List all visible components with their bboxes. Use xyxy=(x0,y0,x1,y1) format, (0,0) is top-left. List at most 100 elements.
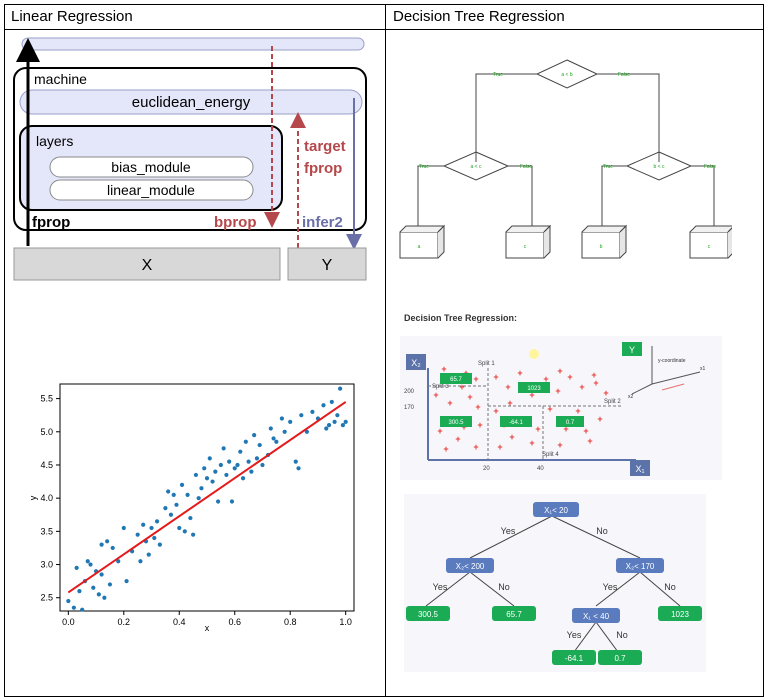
scatter-point xyxy=(326,423,332,428)
x1-axis-badge xyxy=(630,460,650,476)
scatter-point xyxy=(321,403,326,408)
scatter-point xyxy=(71,605,76,610)
scatter-point xyxy=(232,466,237,471)
y-tick-label: 5.0 xyxy=(40,427,53,437)
euclidean-energy-module xyxy=(19,89,363,115)
scatter-point xyxy=(152,535,157,541)
scatter-point xyxy=(282,429,287,434)
x2-axis-badge xyxy=(406,354,426,370)
tree-leaf-label: 1023 xyxy=(671,610,689,619)
flowchart-edge xyxy=(475,73,537,162)
header-decision-tree-regression: Decision Tree Regression xyxy=(393,8,565,25)
y-axis-label: y xyxy=(28,495,38,500)
scatter-point xyxy=(105,539,110,544)
false-label: False xyxy=(618,72,630,78)
scatter-point xyxy=(227,459,232,464)
tree-leaf xyxy=(658,606,702,621)
x-tick-label: 1.0 xyxy=(339,617,352,627)
tree-edge xyxy=(573,621,597,653)
scatter-point xyxy=(157,542,162,547)
data-marker: + xyxy=(507,398,512,408)
x-tick-label: 0.2 xyxy=(118,617,131,627)
fprop-label: fprop xyxy=(32,214,70,231)
scatter-point xyxy=(254,456,260,461)
leaf-label: b xyxy=(600,244,603,250)
tree-node-right-left-label: X₁ < 40 xyxy=(583,612,610,621)
data-marker: + xyxy=(563,424,568,434)
header-linear-regression: Linear Regression xyxy=(11,8,133,25)
scatter-point xyxy=(210,479,215,484)
tree-background xyxy=(404,494,706,672)
x-axis: 0.0 0.2 0.4 0.6 0.8 1.0 xyxy=(62,611,352,627)
data-marker: + xyxy=(473,442,478,452)
tree-node-root-label: X₁< 20 xyxy=(544,506,568,515)
tree-node-left xyxy=(446,558,494,573)
tree-edge xyxy=(595,621,619,653)
x-tick-20: 20 xyxy=(483,466,490,472)
scatter-point xyxy=(88,562,93,567)
flowchart-edge xyxy=(508,165,533,227)
data-marker: + xyxy=(575,406,580,416)
edge-yes-label: Yes xyxy=(567,630,582,640)
cursor-highlight xyxy=(529,349,539,359)
data-marker: + xyxy=(583,426,588,436)
scatter-point xyxy=(246,459,251,464)
scatter-point xyxy=(80,607,85,612)
scatter-point xyxy=(213,469,218,474)
leaf-cube xyxy=(689,225,732,259)
scatter-point xyxy=(91,585,96,590)
region-value-box xyxy=(500,416,532,427)
scatter-point xyxy=(121,525,126,531)
scatter-point xyxy=(335,413,340,418)
flowchart-edge xyxy=(691,165,715,227)
dtr-tree-diagram: X₁< 20 X₂< 200 X₂< 170 X₁ < 40 300.5 65.… xyxy=(404,494,706,672)
y-input-box xyxy=(287,247,367,281)
scatter-point xyxy=(221,446,226,451)
tree-leaf xyxy=(406,606,450,621)
data-marker: + xyxy=(441,364,446,374)
scatter-point xyxy=(96,592,101,597)
leaf-label: a xyxy=(418,244,421,250)
plot-background xyxy=(400,336,722,480)
data-marker: + xyxy=(557,366,562,376)
x2-axis-label: X₂ xyxy=(411,358,421,368)
scatter-point xyxy=(66,598,71,604)
scatter-point xyxy=(249,469,254,474)
3d-axes-icon xyxy=(631,346,701,395)
scatter-point xyxy=(99,572,104,577)
scatter-point xyxy=(168,512,174,517)
leaf-cube xyxy=(399,224,446,259)
linear-module-label: linear_module xyxy=(107,182,195,198)
region-value: 300.5 xyxy=(448,420,464,426)
scatter-point xyxy=(124,579,129,584)
data-marker: + xyxy=(517,368,522,378)
x1-axis-label: X₁ xyxy=(635,464,644,474)
scatter-point xyxy=(310,409,315,414)
region-value: 1023 xyxy=(527,386,541,392)
bias-module-label: bias_module xyxy=(111,159,191,175)
scatter-point xyxy=(196,496,201,501)
scatter-point xyxy=(257,442,262,448)
tree-leaf xyxy=(598,650,642,665)
edge-no-label: No xyxy=(664,582,676,592)
target-label: target xyxy=(304,138,346,155)
y-tick-label: 2.5 xyxy=(40,593,53,603)
region-value-box xyxy=(556,416,584,427)
scatter-point xyxy=(296,466,301,471)
decision-flowchart: a < b a < c b < c True False True False … xyxy=(399,59,732,259)
false-label: False xyxy=(520,164,532,170)
scatter-point xyxy=(163,506,168,511)
y-tick-200: 200 xyxy=(404,389,415,395)
edge-no-label: No xyxy=(498,582,510,592)
scatter-point xyxy=(343,419,348,424)
scatter-point xyxy=(293,459,298,464)
y-badge-label: Y xyxy=(629,345,635,355)
scatter-point xyxy=(116,559,121,564)
energy-diagram: machine euclidean_energy layers bias_mod… xyxy=(13,37,367,281)
flowchart-root-diamond xyxy=(535,59,599,89)
right-condition: b < c xyxy=(654,164,665,170)
scatter-point xyxy=(166,489,171,494)
y-coordinate-label: y-coordinate xyxy=(658,358,686,364)
scatter-point xyxy=(229,499,235,504)
scatter-point xyxy=(207,456,212,461)
